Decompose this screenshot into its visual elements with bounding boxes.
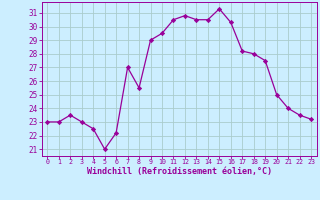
X-axis label: Windchill (Refroidissement éolien,°C): Windchill (Refroidissement éolien,°C) xyxy=(87,167,272,176)
